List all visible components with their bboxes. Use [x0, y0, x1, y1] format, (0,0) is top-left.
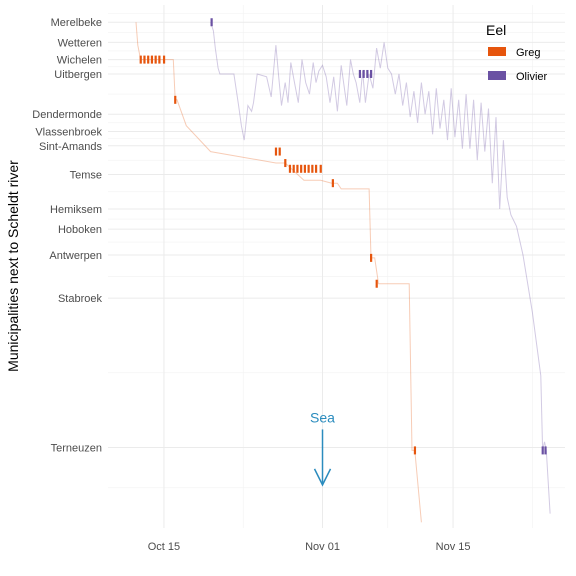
- y-tick-label-temse: Temse: [70, 170, 102, 182]
- y-tick-label-wetteren: Wetteren: [58, 37, 102, 49]
- annotation-layer: Sea: [310, 409, 335, 487]
- detection-mark-greg-12: [292, 164, 295, 173]
- y-tick-labels: Merelbeke Wetteren Wichelen Uitbergen Dender…: [32, 17, 102, 454]
- legend-swatch-greg: [488, 47, 506, 56]
- detection-mark-olivier-2: [362, 69, 365, 78]
- detection-mark-greg-6: [162, 55, 166, 64]
- plot-panel: [108, 5, 565, 528]
- detection-mark-greg-8: [274, 147, 278, 156]
- detection-mark-greg-2: [147, 55, 150, 64]
- detection-mark-greg-10: [284, 159, 287, 168]
- y-axis-title: Municipalities next to Scheldt river: [5, 160, 21, 372]
- detection-mark-olivier-3: [366, 69, 369, 78]
- legend-swatch-olivier: [488, 71, 506, 80]
- detection-mark-greg-23: [413, 446, 417, 455]
- y-tick-label-hoboken: Hoboken: [58, 224, 102, 236]
- series-line-olivier: [210, 22, 551, 514]
- detection-mark-greg-18: [314, 164, 318, 173]
- series-line-greg: [135, 22, 422, 523]
- y-tick-label-sint-amands: Sint-Amands: [39, 141, 102, 153]
- y-tick-label-merelbeke: Merelbeke: [51, 17, 102, 29]
- y-tick-label-vlassenbroek: Vlassenbroek: [35, 126, 102, 138]
- detection-mark-olivier-4: [370, 69, 373, 78]
- detection-mark-greg-11: [288, 164, 292, 173]
- y-tick-label-hemiksem: Hemiksem: [50, 204, 102, 216]
- detection-mark-greg-14: [300, 164, 303, 173]
- detection-mark-greg-0: [139, 55, 142, 64]
- y-tick-label-antwerpen: Antwerpen: [49, 250, 102, 262]
- detection-mark-greg-16: [307, 164, 310, 173]
- detection-mark-greg-17: [311, 164, 314, 173]
- y-tick-label-stabroek: Stabroek: [58, 293, 103, 305]
- x-tick-label-oct-15: Oct 15: [148, 541, 180, 553]
- detection-mark-greg-19: [319, 164, 322, 173]
- x-tick-labels: Oct 15 Nov 01 Nov 15: [148, 541, 471, 553]
- detection-mark-greg-15: [303, 164, 306, 173]
- detection-mark-greg-1: [143, 55, 146, 64]
- detection-mark-greg-21: [370, 253, 373, 262]
- detection-mark-greg-13: [296, 164, 299, 173]
- legend-label-olivier: Olivier: [516, 71, 548, 83]
- y-tick-label-wichelen: Wichelen: [57, 55, 102, 67]
- detection-mark-greg-5: [158, 55, 161, 64]
- legend-title: Eel: [486, 22, 506, 38]
- x-tick-label-nov-01: Nov 01: [305, 541, 340, 553]
- y-tick-label-uitbergen: Uitbergen: [54, 69, 102, 81]
- detection-mark-greg-3: [150, 55, 154, 64]
- detection-mark-olivier-0: [210, 18, 213, 27]
- detection-mark-olivier-6: [544, 446, 547, 455]
- detection-mark-greg-20: [331, 179, 334, 188]
- annotation-arrow-head-0: [313, 468, 332, 487]
- legend: Eel Greg Olivier: [486, 22, 548, 83]
- detection-mark-olivier-5: [541, 446, 544, 455]
- detection-mark-greg-7: [174, 95, 177, 104]
- grid: [108, 5, 565, 528]
- x-tick-label-nov-15: Nov 15: [436, 541, 471, 553]
- series-layer: [135, 18, 551, 523]
- series-olivier: [210, 18, 551, 514]
- legend-label-greg: Greg: [516, 47, 540, 59]
- detection-mark-greg-22: [375, 279, 378, 288]
- detection-mark-greg-9: [278, 147, 281, 156]
- y-tick-label-dendermonde: Dendermonde: [32, 109, 102, 121]
- annotation-label-0: Sea: [310, 409, 335, 425]
- detection-mark-greg-4: [154, 55, 157, 64]
- detection-mark-olivier-1: [358, 69, 362, 78]
- series-greg: [135, 22, 422, 523]
- y-tick-label-terneuzen: Terneuzen: [51, 443, 102, 455]
